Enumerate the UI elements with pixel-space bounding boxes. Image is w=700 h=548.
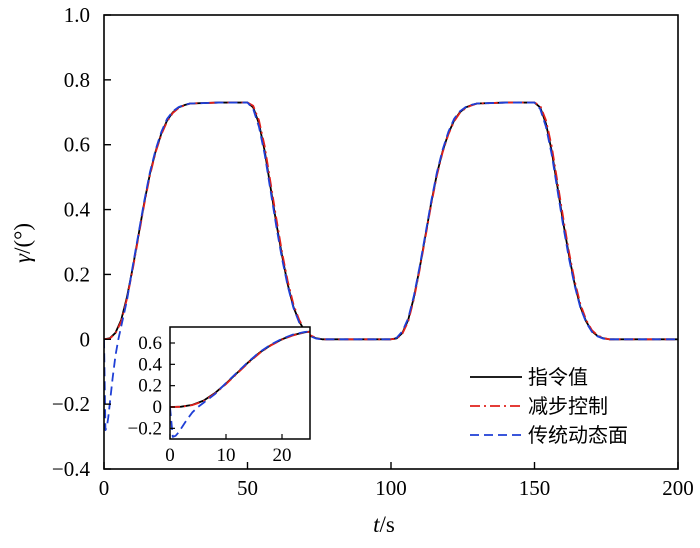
y-tick-label: 0.2 (64, 262, 90, 286)
x-tick-label: 50 (237, 476, 258, 500)
inset-chart: 0 10 20−0.200.20.40.6 (128, 326, 311, 466)
inset-ticks-group: 0 10 20−0.200.20.40.6 (128, 333, 292, 466)
legend-label-1: 减步控制 (528, 394, 608, 418)
y-tick-label: 0.8 (64, 68, 90, 92)
inset-y-tick-label: 0.6 (138, 333, 162, 354)
legend-label-0: 指令值 (528, 365, 588, 389)
x-tick-label: 150 (519, 476, 551, 500)
inset-y-tick-label: 0.4 (138, 354, 162, 375)
inset-series-line-2 (170, 330, 310, 438)
y-tick-label: −0.4 (52, 457, 91, 481)
y-tick-label: 0.6 (64, 133, 90, 157)
inset-y-tick-label: 0.2 (138, 376, 162, 397)
inset-frame (169, 326, 311, 440)
main-series-group (104, 101, 678, 431)
y-axis-title: γ/(°) (10, 223, 35, 263)
x-tick-label: 0 (99, 476, 110, 500)
x-tick-label: 200 (662, 476, 694, 500)
y-tick-label: 0 (80, 327, 91, 351)
inset-series-group (170, 330, 310, 438)
y-tick-label: 0.4 (64, 198, 91, 222)
x-axis-title-symbol: t (373, 512, 380, 537)
y-axis-title-symbol: γ (10, 253, 35, 263)
inset-background (170, 327, 310, 439)
main-ticks-group: 0 50 100 150 200−0.4−0.200.20.40.60.81.0 (52, 3, 694, 500)
legend-label-2: 传统动态面 (528, 423, 628, 447)
x-tick-label: 100 (375, 476, 407, 500)
inset-y-tick-label: 0 (153, 397, 163, 418)
y-axis-title-unit: /(°) (10, 223, 35, 254)
main-series-line-0 (104, 101, 678, 341)
inset-x-tick-label: 20 (273, 445, 292, 466)
x-axis-title: t/s (373, 512, 395, 537)
inset-x-tick-label: 10 (217, 445, 236, 466)
main-series-line-1 (104, 101, 678, 341)
x-axis-title-unit: /s (380, 512, 395, 537)
y-tick-label: 1.0 (64, 3, 90, 27)
inset-y-tick-label: −0.2 (128, 418, 162, 439)
y-tick-label: −0.2 (52, 392, 90, 416)
main-series-line-2 (104, 101, 678, 431)
inset-x-tick-label: 0 (165, 445, 175, 466)
